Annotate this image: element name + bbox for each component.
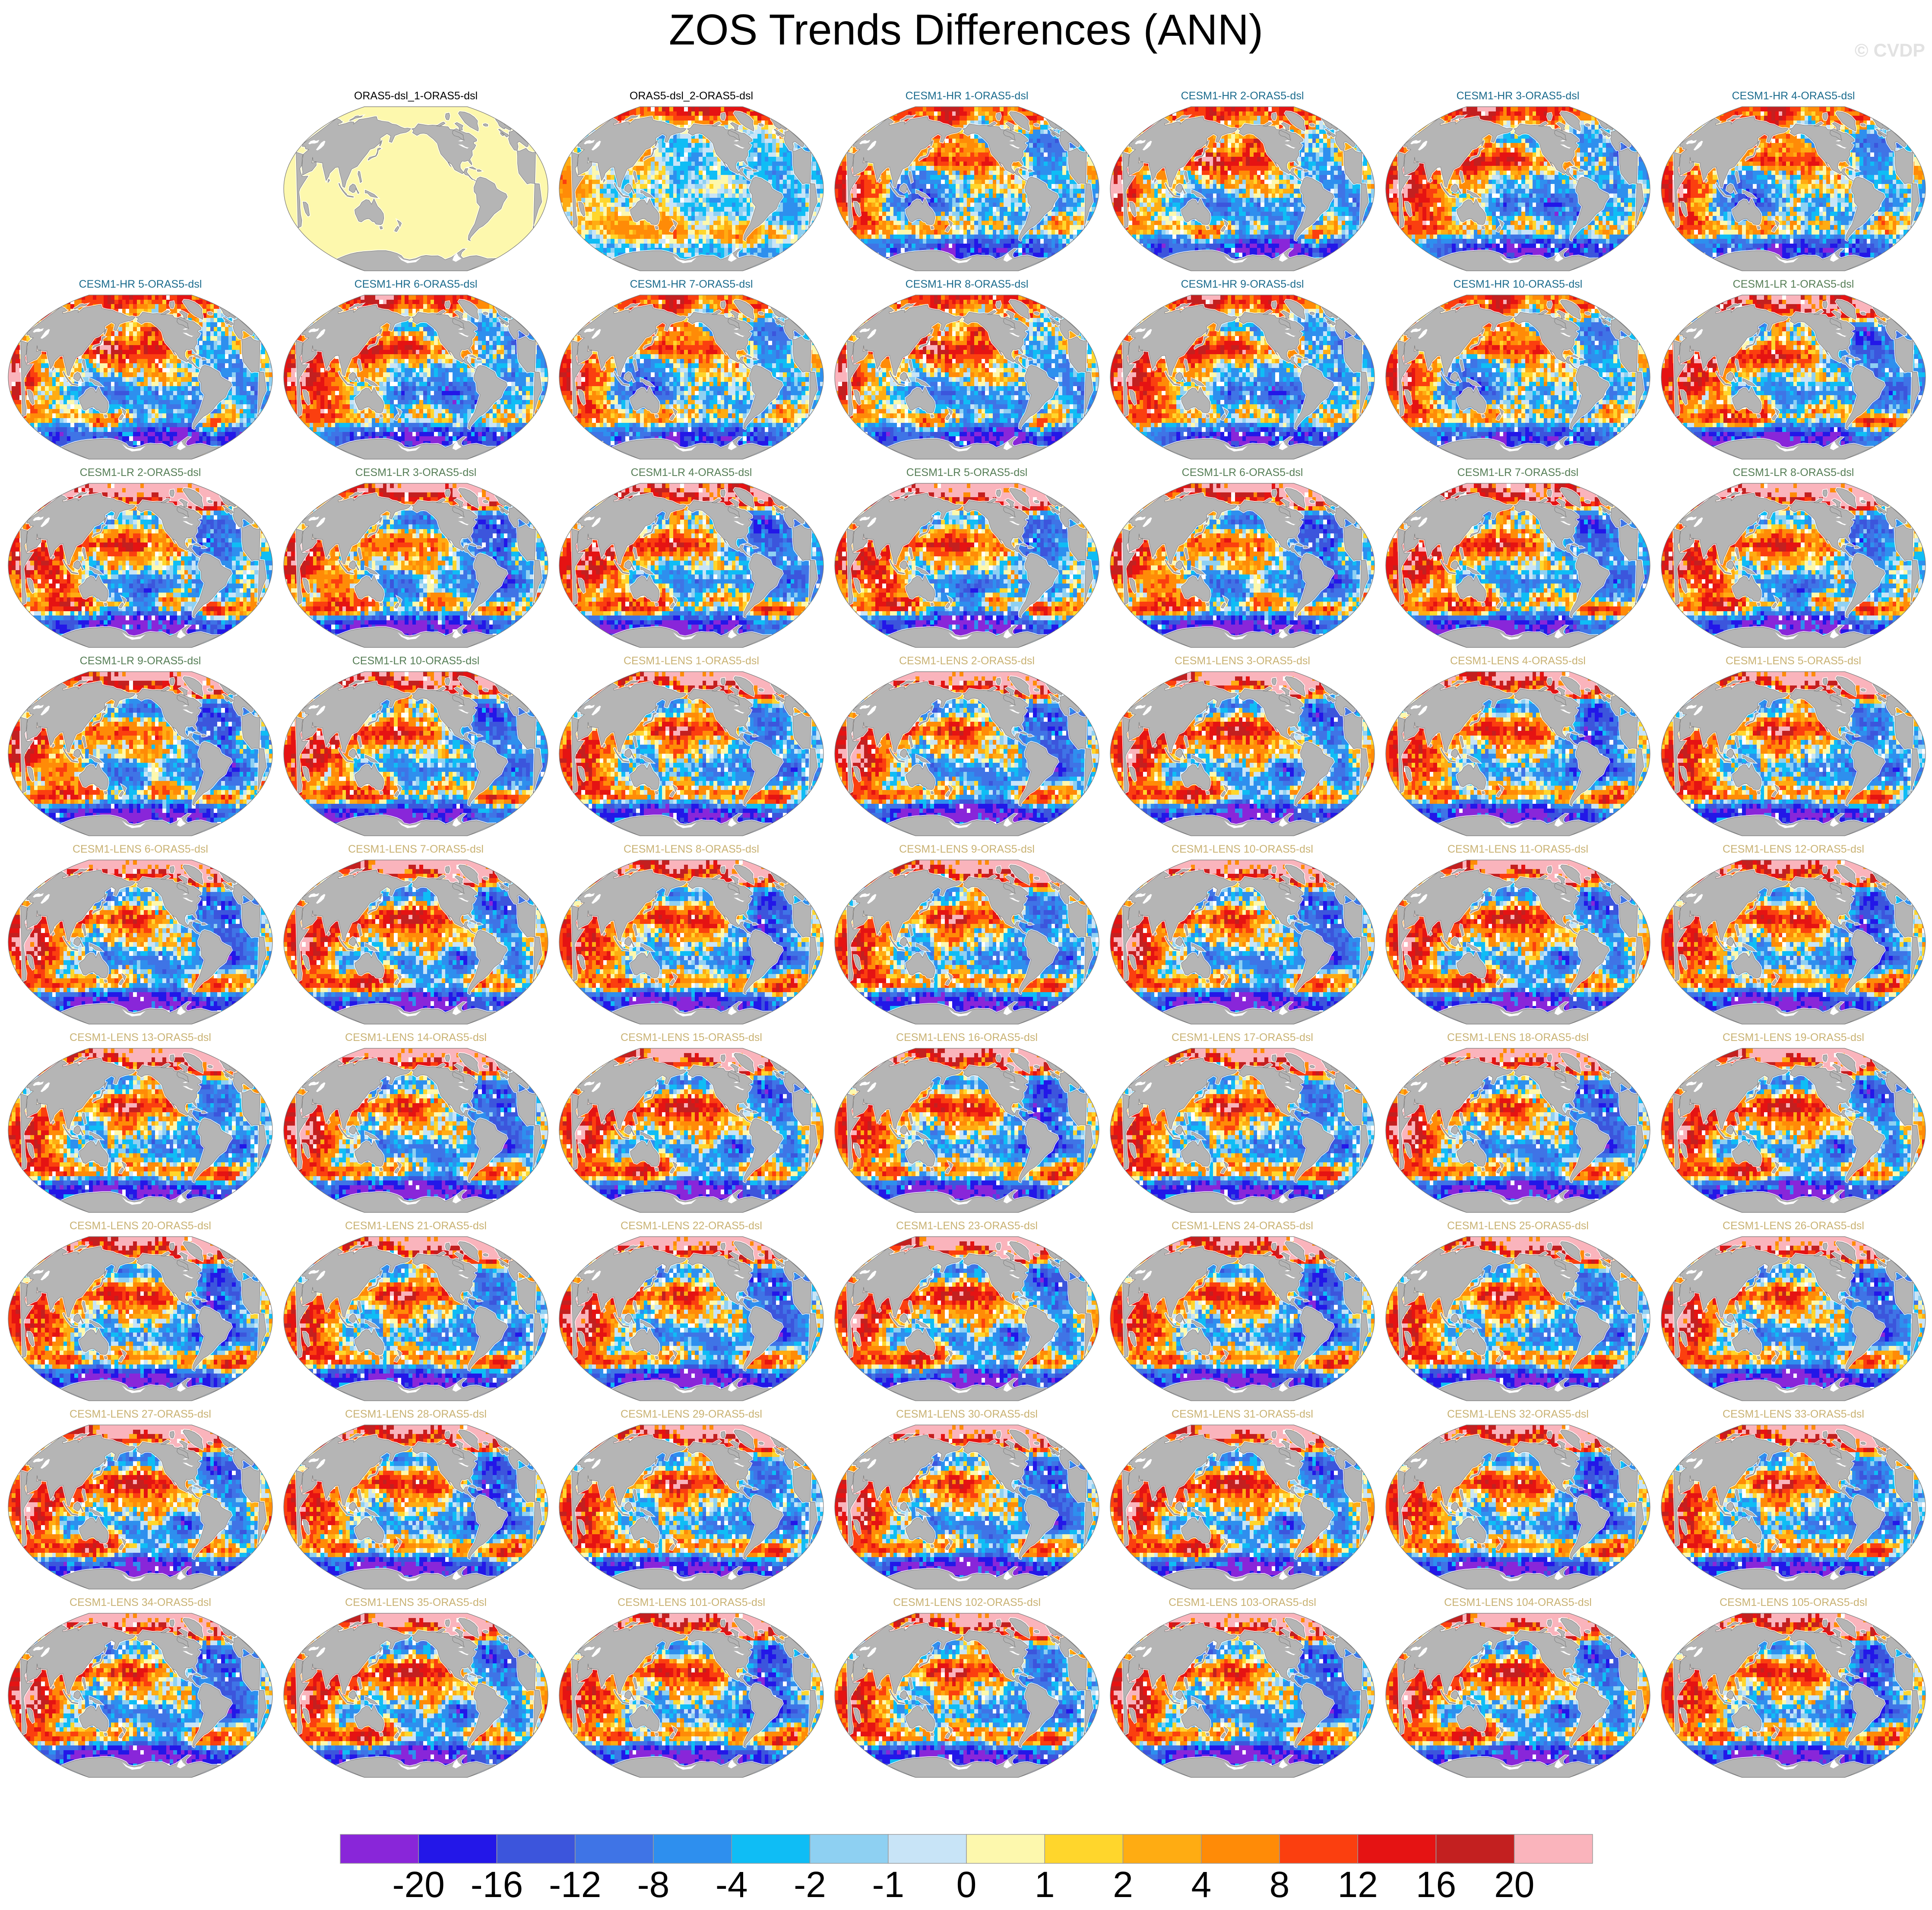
svg-text:© CVDP: © CVDP	[1855, 40, 1925, 61]
svg-text:CESM1-LENS 19-ORAS5-dsl: CESM1-LENS 19-ORAS5-dsl	[1723, 1031, 1864, 1044]
svg-text:CESM1-LENS 31-ORAS5-dsl: CESM1-LENS 31-ORAS5-dsl	[1172, 1408, 1313, 1420]
svg-text:CESM1-HR 4-ORAS5-dsl: CESM1-HR 4-ORAS5-dsl	[1732, 90, 1855, 102]
svg-text:CESM1-HR 10-ORAS5-dsl: CESM1-HR 10-ORAS5-dsl	[1454, 278, 1583, 290]
svg-text:CESM1-LENS 23-ORAS5-dsl: CESM1-LENS 23-ORAS5-dsl	[896, 1220, 1038, 1232]
svg-text:CESM1-LENS 101-ORAS5-dsl: CESM1-LENS 101-ORAS5-dsl	[618, 1596, 765, 1609]
svg-text:CESM1-LR 9-ORAS5-dsl: CESM1-LR 9-ORAS5-dsl	[80, 655, 201, 667]
svg-text:CESM1-LENS 34-ORAS5-dsl: CESM1-LENS 34-ORAS5-dsl	[70, 1596, 211, 1609]
svg-text:CESM1-LENS 5-ORAS5-dsl: CESM1-LENS 5-ORAS5-dsl	[1726, 655, 1861, 667]
svg-text:CESM1-LENS 21-ORAS5-dsl: CESM1-LENS 21-ORAS5-dsl	[345, 1220, 487, 1232]
svg-text:CESM1-LENS 32-ORAS5-dsl: CESM1-LENS 32-ORAS5-dsl	[1447, 1408, 1589, 1420]
svg-text:0: 0	[956, 1864, 977, 1905]
svg-text:CESM1-LENS 18-ORAS5-dsl: CESM1-LENS 18-ORAS5-dsl	[1447, 1031, 1589, 1044]
svg-text:20: 20	[1494, 1864, 1534, 1905]
svg-text:-20: -20	[392, 1864, 444, 1905]
svg-text:-1: -1	[872, 1864, 904, 1905]
svg-text:CESM1-HR 9-ORAS5-dsl: CESM1-HR 9-ORAS5-dsl	[1181, 278, 1304, 290]
svg-text:CESM1-LENS 22-ORAS5-dsl: CESM1-LENS 22-ORAS5-dsl	[621, 1220, 762, 1232]
svg-text:CESM1-LENS 24-ORAS5-dsl: CESM1-LENS 24-ORAS5-dsl	[1172, 1220, 1313, 1232]
svg-text:CESM1-LENS 33-ORAS5-dsl: CESM1-LENS 33-ORAS5-dsl	[1723, 1408, 1864, 1420]
svg-text:CESM1-LENS 102-ORAS5-dsl: CESM1-LENS 102-ORAS5-dsl	[893, 1596, 1041, 1609]
svg-text:CESM1-LENS 10-ORAS5-dsl: CESM1-LENS 10-ORAS5-dsl	[1172, 843, 1313, 855]
svg-text:4: 4	[1191, 1864, 1211, 1905]
svg-text:CESM1-LENS 13-ORAS5-dsl: CESM1-LENS 13-ORAS5-dsl	[70, 1031, 211, 1044]
svg-text:CESM1-LENS 12-ORAS5-dsl: CESM1-LENS 12-ORAS5-dsl	[1723, 843, 1864, 855]
svg-text:CESM1-LENS 20-ORAS5-dsl: CESM1-LENS 20-ORAS5-dsl	[70, 1220, 211, 1232]
svg-text:CESM1-LENS 17-ORAS5-dsl: CESM1-LENS 17-ORAS5-dsl	[1172, 1031, 1313, 1044]
svg-text:CESM1-LR 6-ORAS5-dsl: CESM1-LR 6-ORAS5-dsl	[1182, 466, 1303, 479]
svg-text:CESM1-LENS 2-ORAS5-dsl: CESM1-LENS 2-ORAS5-dsl	[899, 655, 1035, 667]
svg-text:-8: -8	[637, 1864, 670, 1905]
svg-text:CESM1-LENS 15-ORAS5-dsl: CESM1-LENS 15-ORAS5-dsl	[621, 1031, 762, 1044]
svg-text:CESM1-HR 5-ORAS5-dsl: CESM1-HR 5-ORAS5-dsl	[79, 278, 202, 290]
svg-text:CESM1-LENS 6-ORAS5-dsl: CESM1-LENS 6-ORAS5-dsl	[73, 843, 208, 855]
svg-text:CESM1-LENS 8-ORAS5-dsl: CESM1-LENS 8-ORAS5-dsl	[624, 843, 759, 855]
svg-text:CESM1-LENS 16-ORAS5-dsl: CESM1-LENS 16-ORAS5-dsl	[896, 1031, 1038, 1044]
svg-text:-4: -4	[716, 1864, 748, 1905]
svg-text:CESM1-HR 3-ORAS5-dsl: CESM1-HR 3-ORAS5-dsl	[1457, 90, 1580, 102]
svg-text:CESM1-LENS 104-ORAS5-dsl: CESM1-LENS 104-ORAS5-dsl	[1444, 1596, 1592, 1609]
svg-text:-16: -16	[471, 1864, 523, 1905]
svg-text:CESM1-LR 5-ORAS5-dsl: CESM1-LR 5-ORAS5-dsl	[906, 466, 1028, 479]
svg-text:CESM1-LENS 25-ORAS5-dsl: CESM1-LENS 25-ORAS5-dsl	[1447, 1220, 1589, 1232]
svg-text:CESM1-LENS 26-ORAS5-dsl: CESM1-LENS 26-ORAS5-dsl	[1723, 1220, 1864, 1232]
svg-text:CESM1-LENS 1-ORAS5-dsl: CESM1-LENS 1-ORAS5-dsl	[624, 655, 759, 667]
svg-text:CESM1-LENS 4-ORAS5-dsl: CESM1-LENS 4-ORAS5-dsl	[1450, 655, 1586, 667]
svg-text:CESM1-LENS 103-ORAS5-dsl: CESM1-LENS 103-ORAS5-dsl	[1169, 1596, 1316, 1609]
svg-text:CESM1-HR 1-ORAS5-dsl: CESM1-HR 1-ORAS5-dsl	[906, 90, 1029, 102]
svg-text:CESM1-LR 4-ORAS5-dsl: CESM1-LR 4-ORAS5-dsl	[631, 466, 752, 479]
svg-text:ORAS5-dsl_2-ORAS5-dsl: ORAS5-dsl_2-ORAS5-dsl	[630, 90, 753, 102]
svg-text:CESM1-LENS 35-ORAS5-dsl: CESM1-LENS 35-ORAS5-dsl	[345, 1596, 487, 1609]
svg-text:ZOS Trends Differences (ANN): ZOS Trends Differences (ANN)	[669, 6, 1263, 54]
svg-text:CESM1-LENS 29-ORAS5-dsl: CESM1-LENS 29-ORAS5-dsl	[621, 1408, 762, 1420]
svg-text:CESM1-LENS 7-ORAS5-dsl: CESM1-LENS 7-ORAS5-dsl	[348, 843, 484, 855]
svg-text:CESM1-LENS 14-ORAS5-dsl: CESM1-LENS 14-ORAS5-dsl	[345, 1031, 487, 1044]
svg-text:CESM1-LR 7-ORAS5-dsl: CESM1-LR 7-ORAS5-dsl	[1457, 466, 1579, 479]
svg-text:CESM1-HR 2-ORAS5-dsl: CESM1-HR 2-ORAS5-dsl	[1181, 90, 1304, 102]
svg-text:CESM1-HR 7-ORAS5-dsl: CESM1-HR 7-ORAS5-dsl	[630, 278, 753, 290]
svg-text:CESM1-LENS 3-ORAS5-dsl: CESM1-LENS 3-ORAS5-dsl	[1175, 655, 1310, 667]
svg-text:2: 2	[1113, 1864, 1133, 1905]
svg-text:CESM1-LR 10-ORAS5-dsl: CESM1-LR 10-ORAS5-dsl	[352, 655, 480, 667]
svg-text:8: 8	[1270, 1864, 1290, 1905]
svg-text:CESM1-LENS 11-ORAS5-dsl: CESM1-LENS 11-ORAS5-dsl	[1447, 843, 1588, 855]
svg-text:CESM1-LENS 27-ORAS5-dsl: CESM1-LENS 27-ORAS5-dsl	[70, 1408, 211, 1420]
svg-text:CESM1-LENS 28-ORAS5-dsl: CESM1-LENS 28-ORAS5-dsl	[345, 1408, 487, 1420]
svg-text:CESM1-LENS 105-ORAS5-dsl: CESM1-LENS 105-ORAS5-dsl	[1720, 1596, 1867, 1609]
svg-text:CESM1-LR 3-ORAS5-dsl: CESM1-LR 3-ORAS5-dsl	[355, 466, 477, 479]
svg-text:CESM1-LR 8-ORAS5-dsl: CESM1-LR 8-ORAS5-dsl	[1733, 466, 1854, 479]
svg-text:-2: -2	[794, 1864, 826, 1905]
svg-text:-12: -12	[549, 1864, 601, 1905]
svg-text:CESM1-HR 6-ORAS5-dsl: CESM1-HR 6-ORAS5-dsl	[355, 278, 478, 290]
svg-text:CESM1-LR 1-ORAS5-dsl: CESM1-LR 1-ORAS5-dsl	[1733, 278, 1854, 290]
svg-text:CESM1-LR 2-ORAS5-dsl: CESM1-LR 2-ORAS5-dsl	[80, 466, 201, 479]
svg-text:16: 16	[1416, 1864, 1456, 1905]
svg-text:CESM1-LENS 30-ORAS5-dsl: CESM1-LENS 30-ORAS5-dsl	[896, 1408, 1038, 1420]
svg-text:ORAS5-dsl_1-ORAS5-dsl: ORAS5-dsl_1-ORAS5-dsl	[354, 90, 478, 102]
svg-text:CESM1-HR 8-ORAS5-dsl: CESM1-HR 8-ORAS5-dsl	[906, 278, 1029, 290]
svg-text:1: 1	[1035, 1864, 1055, 1905]
svg-text:12: 12	[1337, 1864, 1378, 1905]
svg-text:CESM1-LENS 9-ORAS5-dsl: CESM1-LENS 9-ORAS5-dsl	[899, 843, 1035, 855]
